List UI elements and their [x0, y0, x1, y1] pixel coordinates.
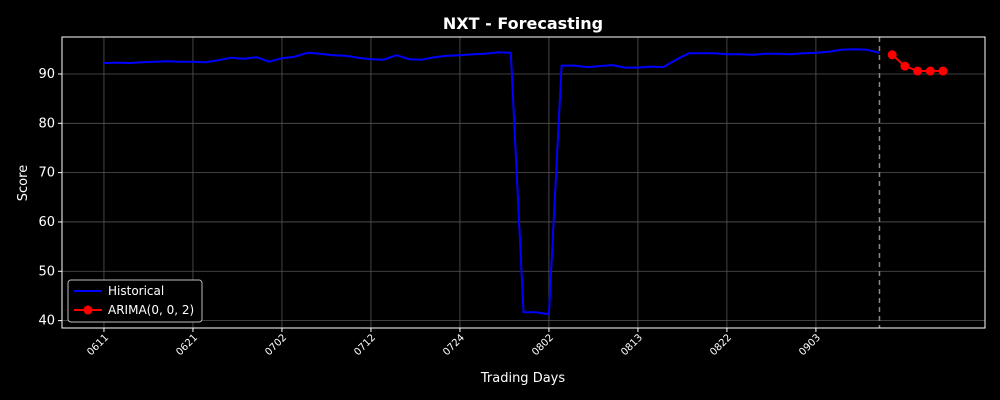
forecast-point — [887, 50, 897, 60]
forecast-point — [938, 66, 948, 76]
legend-arima-marker — [83, 305, 93, 315]
x-axis-label: Trading Days — [480, 371, 565, 386]
forecast-point — [913, 66, 923, 76]
forecast-point — [900, 61, 910, 71]
legend-arima-label: ARIMA(0, 0, 2) — [108, 303, 194, 317]
grid-lines — [62, 37, 985, 328]
y-tick-label: 90 — [38, 67, 55, 82]
y-axis-label: Score — [16, 165, 31, 201]
y-tick-label: 60 — [38, 215, 55, 230]
forecast-point — [925, 66, 935, 76]
plot-frame — [61, 36, 986, 329]
legend-historical-label: Historical — [108, 284, 164, 298]
legend: Historical ARIMA(0, 0, 2) — [67, 279, 203, 323]
y-tick-label: 80 — [38, 116, 55, 131]
chart-title: NXT - Forecasting — [443, 14, 603, 33]
y-tick-label: 70 — [38, 166, 55, 181]
series-line-historical — [103, 48, 880, 316]
y-tick-label: 50 — [38, 264, 55, 279]
series-layer — [103, 48, 948, 316]
y-tick-label: 40 — [38, 314, 55, 329]
